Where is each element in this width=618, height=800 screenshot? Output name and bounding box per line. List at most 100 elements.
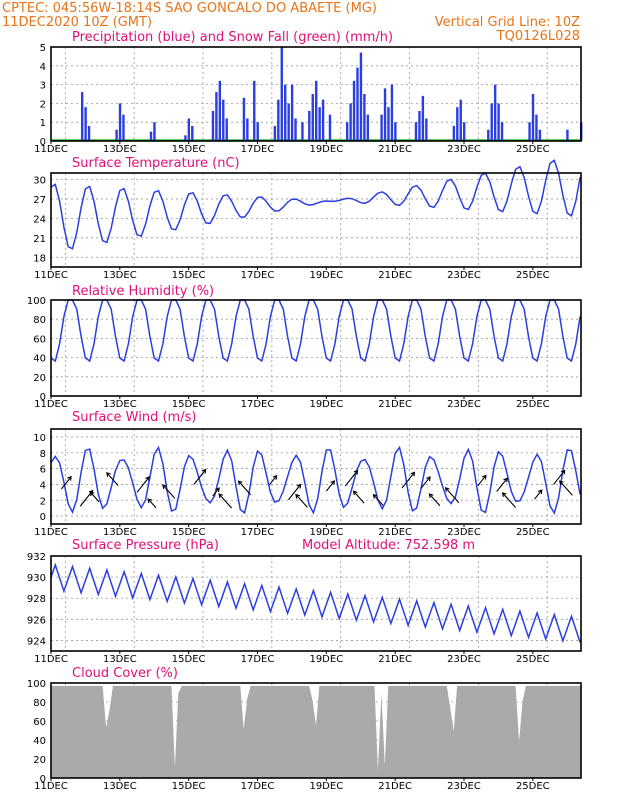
precip-bar xyxy=(273,125,277,141)
precip-bar xyxy=(246,118,249,141)
wind-arrow xyxy=(218,493,233,509)
precip-bar xyxy=(356,67,359,141)
x-tick-label: 13DEC xyxy=(103,654,137,665)
x-tick-label: 11DEC xyxy=(34,654,68,665)
precip-bar xyxy=(225,118,228,141)
y-tick-label: 40 xyxy=(33,736,46,747)
wind-arrow-head xyxy=(410,471,416,477)
x-tick-label: 15DEC xyxy=(172,270,206,281)
precip-bar xyxy=(345,122,349,141)
y-tick-label: 4 xyxy=(40,62,46,73)
x-tick-label: 21DEC xyxy=(378,527,412,538)
precip-bar xyxy=(311,94,314,141)
y-tick-label: 6 xyxy=(40,465,46,476)
x-tick-label: 19DEC xyxy=(309,270,343,281)
x-tick-label: 19DEC xyxy=(309,399,343,410)
precip-bar xyxy=(456,107,459,141)
y-tick-label: 2 xyxy=(40,99,46,110)
panel-temperature: Surface Temperature (nC) 18 21 24 27 30 11DEC… xyxy=(33,156,582,281)
x-tick-label: 23DEC xyxy=(447,144,481,155)
wind-arrow xyxy=(162,484,176,499)
precip-bar xyxy=(215,92,218,141)
cloud-area xyxy=(51,685,581,778)
precip-bar xyxy=(366,114,370,141)
series-line xyxy=(50,299,581,363)
wind-arrow xyxy=(534,489,543,500)
x-tick-label: 11DEC xyxy=(34,399,68,410)
precip-bar xyxy=(318,107,321,141)
x-tick-label: 25DEC xyxy=(516,527,550,538)
precip-bar xyxy=(380,114,383,141)
y-tick-label: 0 xyxy=(40,512,46,523)
y-tick-label: 18 xyxy=(33,253,46,264)
wind-arrow-head xyxy=(503,477,508,483)
wind-arrow-head xyxy=(67,475,72,481)
precip-bar xyxy=(294,118,297,141)
y-tick-label: 100 xyxy=(27,679,46,690)
x-tick-label: 17DEC xyxy=(241,527,275,538)
title-pressure: Surface Pressure (hPa) xyxy=(72,538,219,553)
y-tick-label: 21 xyxy=(33,234,46,245)
x-tick-label: 17DEC xyxy=(241,781,275,792)
precip-bar xyxy=(256,122,259,141)
wind-arrow-head xyxy=(537,489,543,495)
wind-arrow-head xyxy=(352,490,358,496)
precip-bar xyxy=(321,99,325,141)
y-tick-label: 27 xyxy=(33,195,46,206)
y-tick-label: 1 xyxy=(40,118,46,129)
wind-arrow-head xyxy=(106,472,111,477)
wind-arrow-head xyxy=(296,483,302,489)
y-tick-label: 926 xyxy=(27,615,46,626)
y-tick-label: 10 xyxy=(33,433,46,444)
y-tick-label: 24 xyxy=(33,214,46,225)
precip-bar xyxy=(122,114,125,141)
wind-arrow-head xyxy=(482,474,487,480)
precip-bar xyxy=(242,97,246,141)
precip-bar xyxy=(222,99,225,141)
x-tick-label: 21DEC xyxy=(378,144,412,155)
precip-bar xyxy=(187,118,191,141)
x-tick-label: 25DEC xyxy=(516,654,550,665)
wind-arrow-head xyxy=(147,498,153,504)
wind-arrow xyxy=(269,475,278,486)
x-tick-label: 25DEC xyxy=(516,399,550,410)
wind-arrow-head xyxy=(272,474,278,480)
panel-humidity: Relative Humidity (%) 0 20 40 60 80 100 11DEC 1… xyxy=(27,284,582,410)
wind-arrow-head xyxy=(201,468,207,474)
panel-pressure: Surface Pressure (hPa) Model Altitude: 7… xyxy=(27,538,582,665)
x-tick-label: 23DEC xyxy=(447,399,481,410)
x-tick-label: 21DEC xyxy=(378,654,412,665)
precip-bar xyxy=(280,47,283,141)
wind-arrow-head xyxy=(444,487,450,492)
plot-frame xyxy=(50,428,582,525)
plot-frame xyxy=(50,555,582,652)
precip-bar xyxy=(80,92,84,141)
precip-bar xyxy=(308,110,311,141)
wind-arrow-head xyxy=(426,476,431,482)
y-tick-label: 924 xyxy=(27,636,46,647)
x-tick-label: 19DEC xyxy=(309,527,343,538)
wind-arrow-head xyxy=(89,491,95,497)
plot-frame xyxy=(50,299,582,397)
wind-arrow-head xyxy=(330,480,336,485)
y-tick-label: 0 xyxy=(40,137,46,148)
precip-bar xyxy=(418,110,421,141)
precip-bar xyxy=(211,110,215,141)
precip-bar xyxy=(84,107,87,141)
wind-arrow xyxy=(60,476,72,490)
x-tick-label: 11DEC xyxy=(34,781,68,792)
panel-precipitation: Precipitation (blue) and Snow Fall (gree… xyxy=(34,30,583,155)
title-wind: Surface Wind (m/s) xyxy=(72,410,196,425)
x-tick-label: 15DEC xyxy=(172,399,206,410)
precip-bar xyxy=(390,84,394,141)
wind-arrow xyxy=(502,492,517,508)
precip-bar xyxy=(566,129,569,141)
wind-arrow xyxy=(401,472,415,489)
x-tick-label: 13DEC xyxy=(103,399,137,410)
plot-frame xyxy=(50,172,582,268)
precip-bar xyxy=(287,103,290,141)
precip-bar xyxy=(184,135,187,141)
y-tick-label: 5 xyxy=(40,43,46,54)
panel-wind: Surface Wind (m/s) 0 2 4 6 8 10 11DEC 13DEC 15DE… xyxy=(33,410,582,538)
x-tick-label: 23DEC xyxy=(447,781,481,792)
